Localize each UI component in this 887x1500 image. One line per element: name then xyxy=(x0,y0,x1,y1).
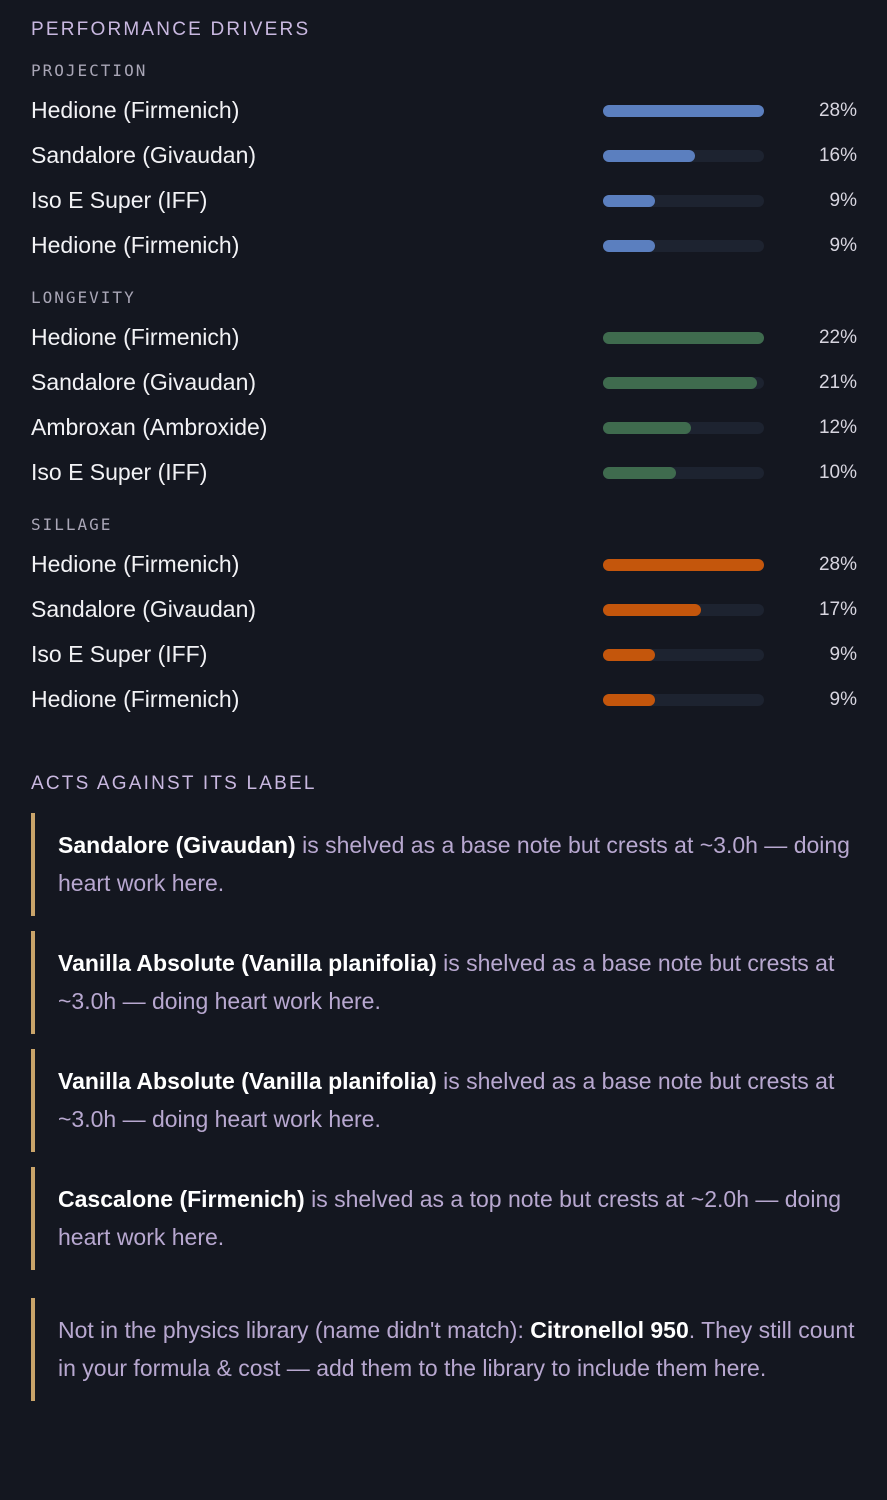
footnote: Not in the physics library (name didn't … xyxy=(31,1298,857,1401)
note-strong: Vanilla Absolute (Vanilla planifolia) xyxy=(58,1068,437,1094)
driver-name: Sandalore (Givaudan) xyxy=(31,596,257,622)
driver-name: Hedione (Firmenich) xyxy=(31,686,240,712)
bar xyxy=(603,466,677,479)
bar xyxy=(603,194,655,207)
section-rows: Hedione (Firmenich) 22% Sandalore (Givauda… xyxy=(31,315,857,495)
driver-percent: 16% xyxy=(818,144,857,166)
driver-row: Sandalore (Givaudan) 16% xyxy=(31,133,857,178)
bar-track xyxy=(603,603,764,616)
bar xyxy=(603,239,655,252)
note: Sandalore (Givaudan) is shelved as a bas… xyxy=(31,813,857,916)
bar-track xyxy=(603,104,764,117)
note-strong: Cascalone (Firmenich) xyxy=(58,1186,305,1212)
driver-name: Iso E Super (IFF) xyxy=(31,459,208,485)
driver-row: Hedione (Firmenich) 22% xyxy=(31,315,857,360)
bar-track xyxy=(603,194,764,207)
note-text: is shelved as a base note but crests at … xyxy=(58,832,850,896)
bar xyxy=(603,331,764,344)
note-strong: Vanilla Absolute (Vanilla planifolia) xyxy=(58,950,437,976)
notes: Sandalore (Givaudan) is shelved as a bas… xyxy=(31,813,857,1270)
bar xyxy=(603,149,695,162)
bar-track xyxy=(603,149,764,162)
driver-row: Sandalore (Givaudan) 17% xyxy=(31,587,857,632)
driver-row: Iso E Super (IFF) 9% xyxy=(31,178,857,223)
note: Vanilla Absolute (Vanilla planifolia) is… xyxy=(31,931,857,1034)
driver-percent: 17% xyxy=(818,598,857,620)
driver-percent: 22% xyxy=(818,326,857,348)
driver-name: Iso E Super (IFF) xyxy=(31,187,208,213)
footnote-text: . They still count in your formula & cos… xyxy=(58,1317,855,1381)
note-text: is shelved as a base note but crests at … xyxy=(58,950,835,1014)
driver-percent: 28% xyxy=(818,99,857,121)
driver-name: Ambroxan (Ambroxide) xyxy=(31,414,268,440)
driver-row: Hedione (Firmenich) 28% xyxy=(31,88,857,133)
footnote-text: Not in the physics library (name didn't … xyxy=(58,1317,524,1343)
panel: PERFORMANCE DRIVERS PROJECTION Hedione (F… xyxy=(0,15,887,1401)
driver-name: Hedione (Firmenich) xyxy=(31,324,240,350)
bar-track xyxy=(603,331,764,344)
driver-percent: 12% xyxy=(818,416,857,438)
driver-percent: 21% xyxy=(818,371,857,393)
driver-row: Ambroxan (Ambroxide) 12% xyxy=(31,405,857,450)
driver-name: Sandalore (Givaudan) xyxy=(31,369,257,395)
bar-track xyxy=(603,239,764,252)
bar-track xyxy=(603,648,764,661)
section-label: LONGEVITY xyxy=(31,288,136,307)
bar xyxy=(603,104,764,117)
driver-name: Hedione (Firmenich) xyxy=(31,232,240,258)
footnote-strong: Citronellol 950 xyxy=(530,1317,689,1343)
bar xyxy=(603,558,764,571)
driver-name: Hedione (Firmenich) xyxy=(31,551,240,577)
bar-track xyxy=(603,421,764,434)
note-text: is shelved as a top note but crests at ~… xyxy=(58,1186,842,1250)
driver-percent: 28% xyxy=(818,553,857,575)
bar-track xyxy=(603,558,764,571)
bar-track xyxy=(603,376,764,389)
driver-percent: 9% xyxy=(829,189,857,211)
note: Cascalone (Firmenich) is shelved as a to… xyxy=(31,1167,857,1270)
sections: PROJECTION Hedione (Firmenich) 28% Sandalor… xyxy=(31,61,857,722)
section-rows: Hedione (Firmenich) 28% Sandalore (Givauda… xyxy=(31,88,857,268)
bar xyxy=(603,603,701,616)
bar xyxy=(603,376,757,389)
driver-row: Hedione (Firmenich) 28% xyxy=(31,542,857,587)
driver-name: Iso E Super (IFF) xyxy=(31,641,208,667)
section-rows: Hedione (Firmenich) 28% Sandalore (Givauda… xyxy=(31,542,857,722)
driver-percent: 9% xyxy=(829,643,857,665)
driver-name: Hedione (Firmenich) xyxy=(31,97,240,123)
bar-track xyxy=(603,466,764,479)
panel-title: PERFORMANCE DRIVERS xyxy=(31,19,311,40)
driver-percent: 9% xyxy=(829,234,857,256)
bar xyxy=(603,421,691,434)
driver-percent: 9% xyxy=(829,688,857,710)
driver-row: Hedione (Firmenich) 9% xyxy=(31,223,857,268)
driver-name: Sandalore (Givaudan) xyxy=(31,142,257,168)
notes-heading: ACTS AGAINST ITS LABEL xyxy=(31,773,317,794)
bar xyxy=(603,693,655,706)
bar xyxy=(603,648,655,661)
note-text: is shelved as a base note but crests at … xyxy=(58,1068,835,1132)
driver-row: Hedione (Firmenich) 9% xyxy=(31,677,857,722)
driver-row: Iso E Super (IFF) 10% xyxy=(31,450,857,495)
driver-row: Sandalore (Givaudan) 21% xyxy=(31,360,857,405)
note-strong: Sandalore (Givaudan) xyxy=(58,832,296,858)
driver-percent: 10% xyxy=(818,461,857,483)
driver-row: Iso E Super (IFF) 9% xyxy=(31,632,857,677)
section-label: SILLAGE xyxy=(31,515,113,534)
bar-track xyxy=(603,693,764,706)
body: PERFORMANCE DRIVERS PROJECTION Hedione (F… xyxy=(0,15,887,1500)
note: Vanilla Absolute (Vanilla planifolia) is… xyxy=(31,1049,857,1152)
section-label: PROJECTION xyxy=(31,61,148,80)
